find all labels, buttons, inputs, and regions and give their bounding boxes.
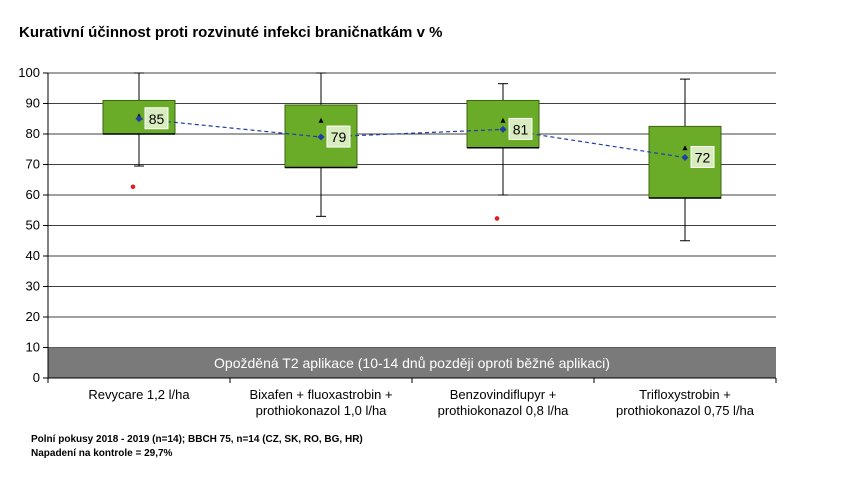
box-group	[466, 83, 540, 221]
box-group	[102, 72, 176, 190]
mean-label: 79	[331, 129, 347, 145]
mean-point	[135, 115, 143, 123]
mean-line	[138, 118, 686, 159]
y-tick-label: 60	[26, 187, 40, 202]
x-category-label: Revycare 1,2 l/ha	[88, 387, 190, 402]
y-tick-label: 70	[26, 157, 40, 172]
x-category-label: Trifloxystrobin +	[639, 387, 731, 402]
mean-point	[499, 125, 507, 133]
x-category-label: prothiokonazol 0,8 l/ha	[438, 403, 570, 418]
mean-marker	[682, 145, 688, 151]
chart-title: Kurativní účinnost proti rozvinuté infek…	[19, 24, 443, 41]
footnote-trials: Polní pokusy 2018 - 2019 (n=14); BBCH 75…	[31, 434, 363, 445]
band-label: Opožděná T2 aplikace (10-14 dnů později …	[214, 355, 610, 371]
y-tick-label: 10	[26, 340, 40, 355]
y-tick-label: 80	[26, 126, 40, 141]
mean-marker	[500, 117, 506, 123]
y-tick-label: 50	[26, 218, 40, 233]
y-tick-label: 30	[26, 279, 40, 294]
x-category-label: prothiokonazol 1,0 l/ha	[256, 403, 388, 418]
mean-label: 81	[513, 121, 529, 137]
mean-label-bg	[690, 145, 715, 168]
x-category-label: Benzovindiflupyr +	[450, 387, 557, 402]
footnote-control: Napadení na kontrole = 29,7%	[31, 448, 173, 459]
x-category-label: prothiokonazol 0,75 l/ha	[616, 403, 755, 418]
outlier-point	[130, 184, 136, 190]
y-tick-label: 90	[26, 96, 40, 111]
mean-label-bg	[144, 107, 169, 130]
mean-label: 72	[695, 149, 711, 165]
mean-point	[317, 133, 325, 141]
y-tick-label: 100	[18, 65, 40, 80]
y-tick-label: 40	[26, 248, 40, 263]
mean-label: 85	[149, 111, 165, 127]
outlier-point	[494, 216, 500, 221]
mean-label-bg	[508, 117, 533, 140]
mean-label-bg	[326, 125, 351, 148]
mean-marker	[318, 117, 324, 123]
y-tick-label: 20	[26, 309, 40, 324]
mean-point	[681, 153, 689, 161]
y-tick-label: 0	[33, 370, 40, 385]
x-category-label: Bixafen + fluoxastrobin +	[249, 387, 392, 402]
band-rect	[48, 347, 776, 378]
